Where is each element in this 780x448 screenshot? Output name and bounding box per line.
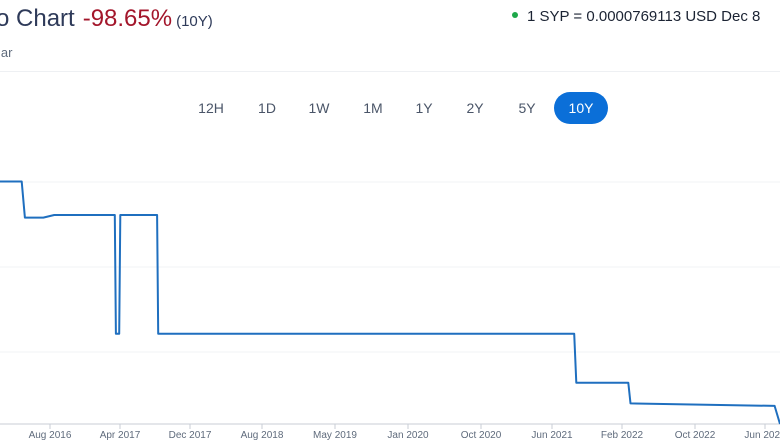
x-tick-label: Dec 2017	[169, 430, 212, 441]
tab-10y[interactable]: 10Y	[554, 92, 608, 124]
x-tick-label: Jun 2023	[744, 430, 780, 441]
header-divider	[0, 71, 780, 72]
tab-12h[interactable]: 12H	[198, 100, 224, 116]
change-percent: -98.65%	[82, 5, 173, 32]
x-tick-label: Feb 2022	[601, 430, 644, 441]
chart-grid	[0, 181, 780, 425]
live-status-dot	[512, 12, 518, 19]
current-rate: 1 SYP = 0.0000769113 USD Dec 8	[512, 8, 760, 25]
page-title: o Chart -98.65% (10Y)	[0, 4, 213, 37]
tab-1m[interactable]: 1M	[363, 100, 383, 116]
tab-5y[interactable]: 5Y	[518, 100, 536, 116]
tab-1d[interactable]: 1D	[258, 100, 276, 116]
chart-title: o Chart	[0, 5, 75, 32]
x-tick-label: Aug 2016	[29, 430, 72, 441]
tab-1y[interactable]: 1Y	[415, 100, 433, 116]
x-tick-label: May 2019	[313, 430, 357, 441]
currency-subtitle: lar	[0, 45, 13, 60]
x-tick-label: Apr 2017	[100, 430, 141, 441]
x-axis-ticks: Aug 2016 Apr 2017 Dec 2017 Aug 2018 May 2019…	[29, 424, 780, 441]
x-tick-label: Jun 2021	[531, 430, 573, 441]
rate-text: 1 SYP = 0.0000769113 USD Dec 8	[527, 8, 761, 25]
x-tick-label: Jan 2020	[387, 430, 429, 441]
change-period: (10Y)	[176, 13, 213, 30]
x-tick-label: Oct 2020	[461, 430, 502, 441]
x-tick-label: Aug 2018	[241, 430, 284, 441]
x-tick-label: Oct 2022	[675, 430, 716, 441]
tab-1w[interactable]: 1W	[308, 100, 330, 116]
tab-2y[interactable]: 2Y	[466, 100, 484, 116]
price-line	[0, 180, 780, 425]
